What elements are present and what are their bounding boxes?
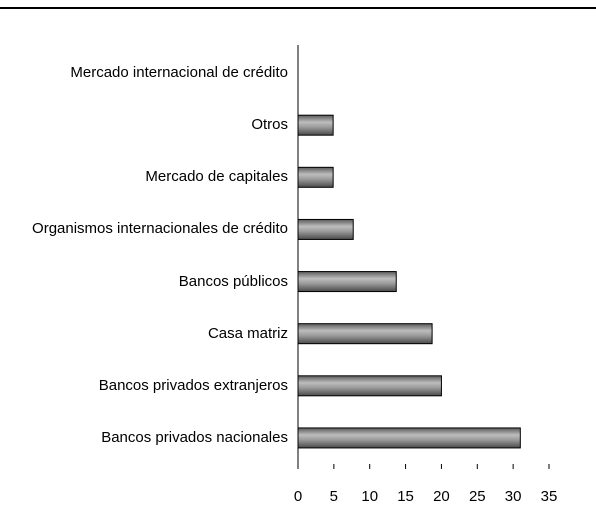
bar bbox=[297, 271, 397, 293]
x-tick-label: 20 bbox=[433, 488, 450, 505]
x-tick-label: 25 bbox=[469, 488, 486, 505]
bar bbox=[297, 427, 521, 449]
bar bbox=[297, 114, 334, 136]
x-tick-label: 0 bbox=[294, 488, 302, 505]
x-tick-label: 30 bbox=[505, 488, 522, 505]
x-tick-label: 10 bbox=[361, 488, 378, 505]
bar bbox=[297, 375, 442, 397]
category-label: Bancos privados nacionales bbox=[101, 428, 288, 446]
category-label: Bancos públicos bbox=[178, 272, 288, 290]
category-label: Bancos privados extranjeros bbox=[98, 376, 288, 394]
x-tick-label: 35 bbox=[541, 488, 558, 505]
x-tick-label: 15 bbox=[397, 488, 414, 505]
category-label: Mercado de capitales bbox=[145, 168, 288, 186]
x-tick-label: 5 bbox=[330, 488, 338, 505]
category-label: Mercado internacional de crédito bbox=[70, 64, 288, 82]
category-label: Organismos internacionales de crédito bbox=[32, 220, 288, 238]
category-label: Otros bbox=[251, 116, 288, 134]
category-label: Casa matriz bbox=[207, 324, 288, 342]
bar bbox=[297, 166, 334, 188]
bar bbox=[297, 218, 354, 240]
bar bbox=[297, 323, 433, 345]
